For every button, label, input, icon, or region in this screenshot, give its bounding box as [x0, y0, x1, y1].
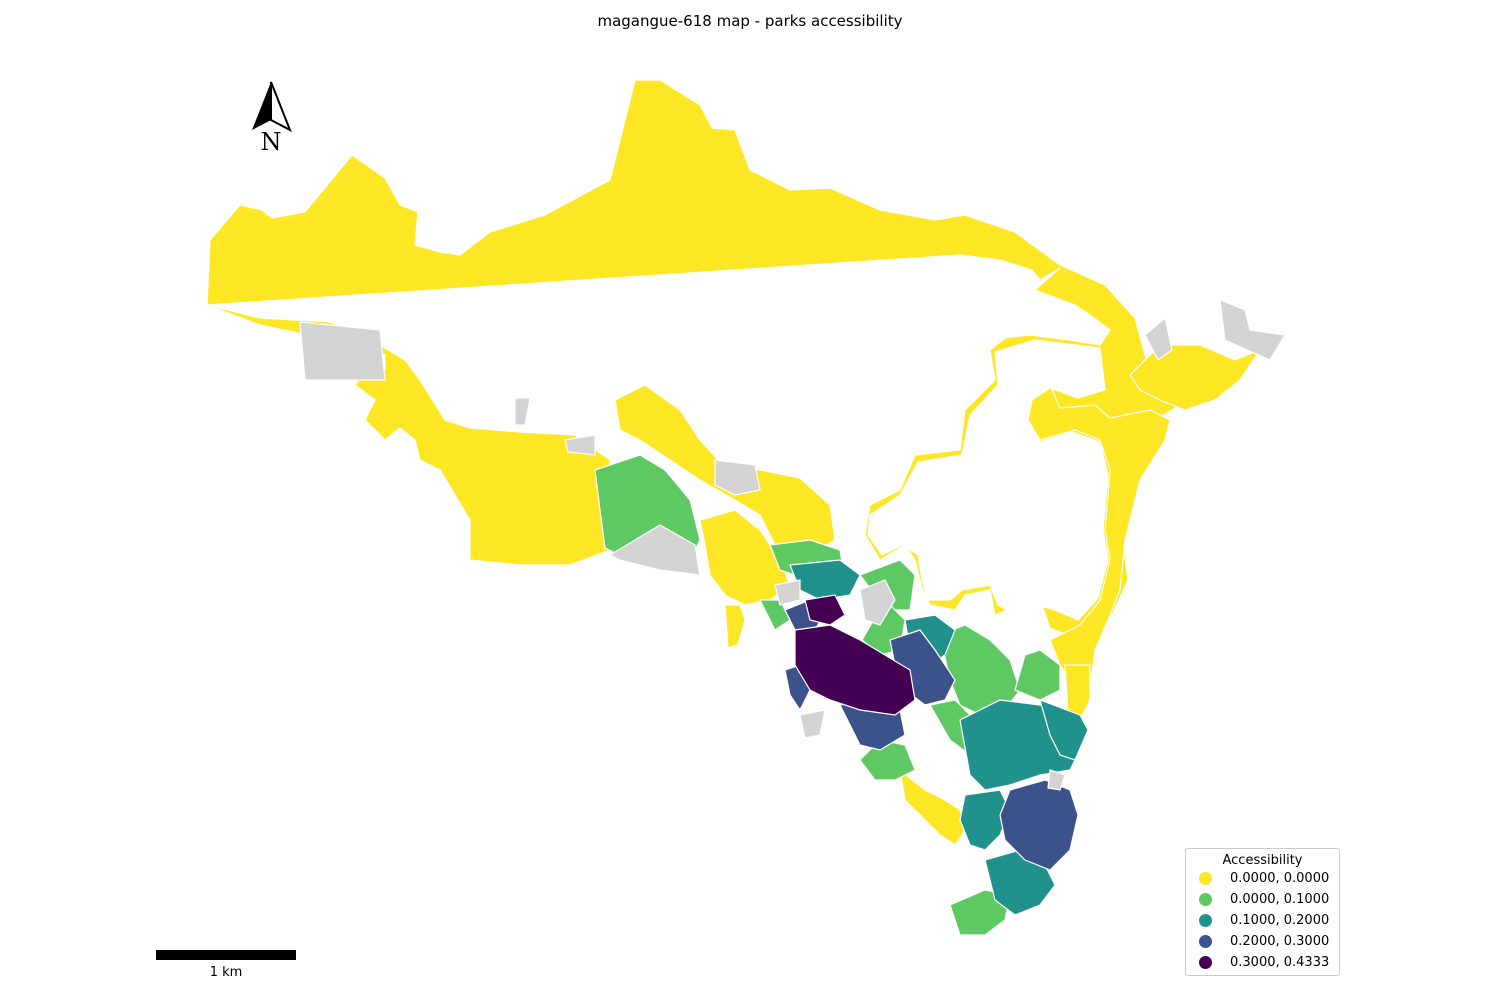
region-no-data	[714, 459, 761, 496]
region-no-data	[608, 524, 701, 576]
map-title: magangue-618 map - parks accessibility	[597, 12, 903, 30]
legend-item: 0.1000, 0.2000	[1186, 910, 1339, 931]
legend-item: 0.2000, 0.3000	[1186, 931, 1339, 952]
region-west-yellow	[206, 304, 611, 566]
legend-item-label: 0.3000, 0.4333	[1230, 955, 1330, 970]
region-no-data	[299, 321, 386, 381]
north-arrow-label: N	[260, 128, 282, 156]
region-class-2	[1039, 699, 1089, 761]
region-no-data	[1219, 299, 1286, 361]
legend-item: 0.0000, 0.0000	[1186, 868, 1339, 889]
legend-marker-icon	[1199, 872, 1212, 885]
region-no-data	[1144, 316, 1173, 361]
region-class-0	[724, 604, 746, 649]
region-class-0	[1129, 344, 1262, 411]
legend-item-label: 0.1000, 0.2000	[1230, 913, 1330, 928]
region-class-4	[804, 594, 846, 626]
legend-items: 0.0000, 0.0000 0.0000, 0.1000 0.1000, 0.20…	[1186, 868, 1339, 973]
legend-marker-icon	[1199, 914, 1212, 927]
region-class-4	[794, 624, 916, 716]
region-class-0	[899, 768, 966, 846]
region-class-0	[1064, 664, 1091, 721]
legend: Accessibility 0.0000, 0.0000 0.0000, 0.10…	[1185, 848, 1340, 976]
region-no-data	[1047, 769, 1066, 791]
legend-title: Accessibility	[1222, 853, 1303, 868]
region-class-1	[939, 624, 1021, 716]
legend-item: 0.3000, 0.4333	[1186, 952, 1339, 973]
region-no-data	[514, 397, 531, 426]
legend-marker-icon	[1199, 893, 1212, 906]
legend-marker-icon	[1199, 956, 1212, 969]
scale-bar-label: 1 km	[209, 965, 243, 980]
legend-item: 0.0000, 0.1000	[1186, 889, 1339, 910]
legend-marker-icon	[1199, 935, 1212, 948]
legend-item-label: 0.0000, 0.0000	[1230, 871, 1330, 886]
region-class-1	[759, 599, 791, 631]
region-class-1	[1014, 649, 1061, 701]
north-arrow-icon	[252, 81, 292, 133]
region-class-1	[949, 889, 1011, 936]
region-class-2	[959, 789, 1011, 851]
region-no-data	[774, 579, 801, 606]
region-no-data	[799, 709, 826, 739]
legend-item-label: 0.0000, 0.1000	[1230, 892, 1330, 907]
north-arrow: N	[246, 78, 296, 158]
region-no-data	[564, 434, 596, 456]
legend-item-label: 0.2000, 0.3000	[1230, 934, 1330, 949]
scale-bar	[156, 950, 296, 960]
region-no-data	[859, 579, 896, 626]
